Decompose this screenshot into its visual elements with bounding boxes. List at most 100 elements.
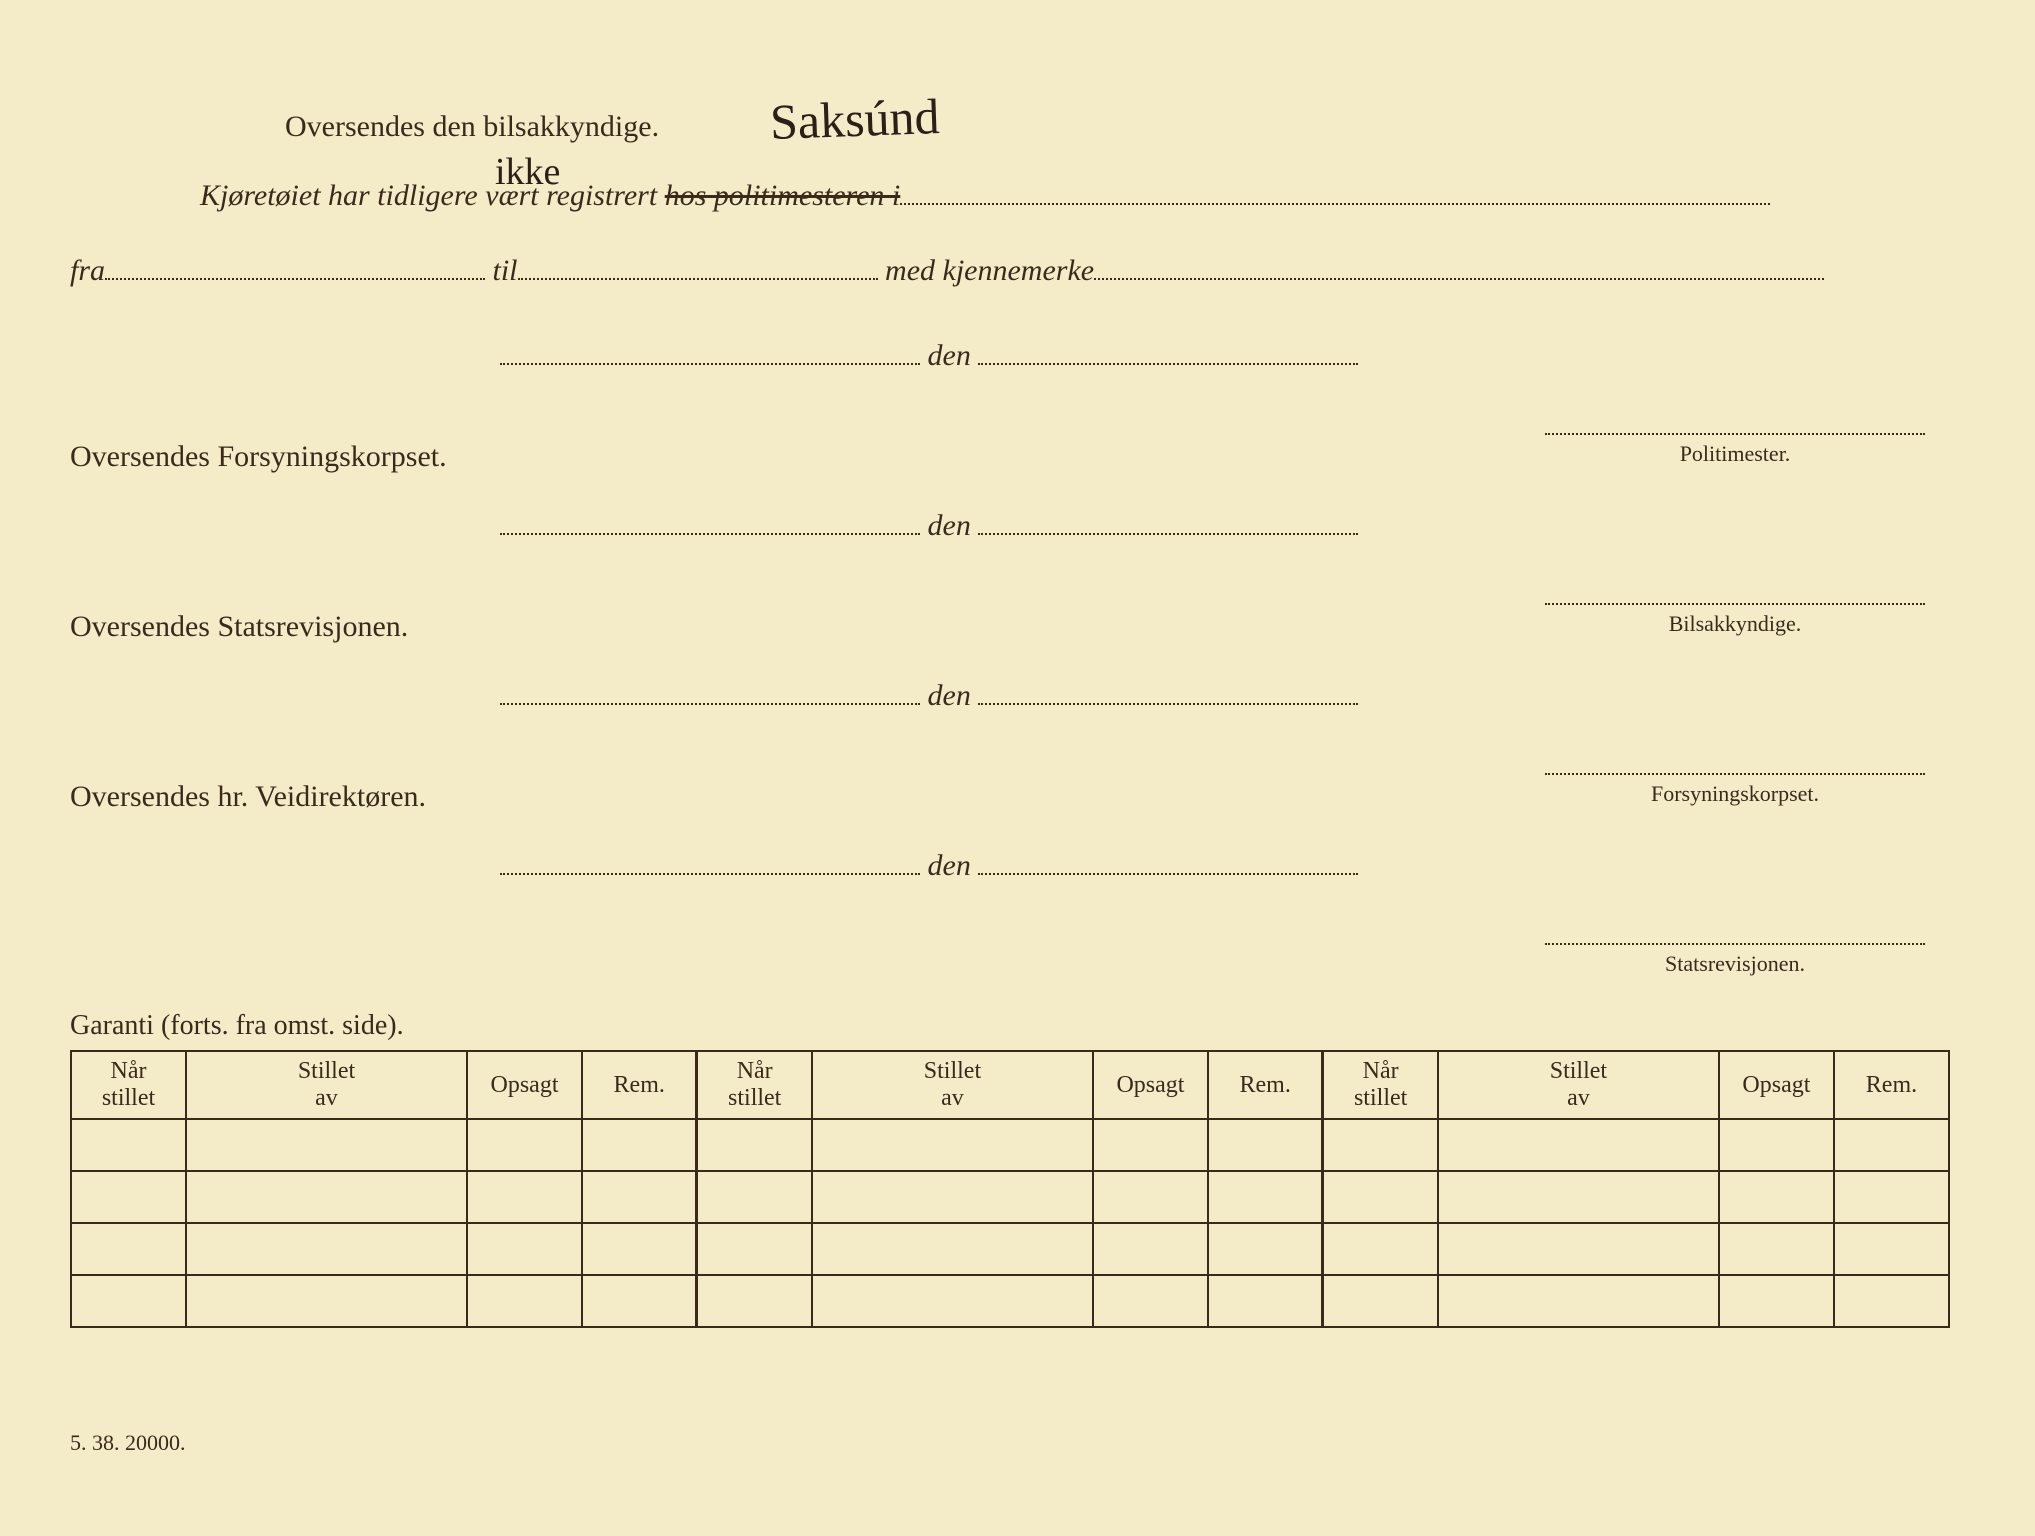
dotted-place-2	[500, 505, 920, 535]
row-den-1: den	[70, 335, 1965, 373]
table-cell	[186, 1275, 467, 1327]
dotted-place-1	[500, 335, 920, 365]
table-cell	[697, 1275, 812, 1327]
table-cell	[582, 1275, 697, 1327]
signature-statsrevisjonen: Statsrevisjonen.	[1545, 925, 1925, 977]
table-cell	[1438, 1275, 1719, 1327]
table-cell	[697, 1223, 812, 1275]
table-row	[71, 1223, 1949, 1275]
table-row	[71, 1119, 1949, 1171]
table-header-cell: Stilletav	[812, 1051, 1093, 1119]
row-den-3: den	[70, 675, 1965, 713]
line2-pre: Kjøretøiet har tidligere vært registrert	[200, 179, 665, 212]
table-cell	[71, 1119, 186, 1171]
table-cell	[1834, 1171, 1949, 1223]
sig-label-forsyningskorpset: Forsyningskorpset.	[1545, 781, 1925, 807]
dotted-kjennemerke	[1094, 250, 1824, 280]
table-cell	[1093, 1223, 1208, 1275]
table-head: NårstilletStilletavOpsagtRem.NårstilletS…	[71, 1051, 1949, 1119]
table-header-cell: Opsagt	[1093, 1051, 1208, 1119]
table-cell	[1834, 1119, 1949, 1171]
table-cell	[467, 1275, 582, 1327]
sig-line-4	[1545, 925, 1925, 945]
sig-label-politimester: Politimester.	[1545, 441, 1925, 467]
label-den-4: den	[928, 849, 971, 882]
table-cell	[1208, 1119, 1323, 1171]
table-cell	[71, 1275, 186, 1327]
sig-label-bilsakkyndige: Bilsakkyndige.	[1545, 611, 1925, 637]
table-header-cell: Opsagt	[1719, 1051, 1834, 1119]
line2-strike: hos politimesteren i	[665, 179, 901, 212]
table-cell	[1438, 1223, 1719, 1275]
label-veidirektoren: Oversendes hr. Veidirektøren.	[70, 780, 426, 813]
table-cell	[1323, 1119, 1438, 1171]
table-cell	[1323, 1223, 1438, 1275]
label-garanti: Garanti (forts. fra omst. side).	[70, 1010, 404, 1042]
table-row	[71, 1171, 1949, 1223]
table-cell	[1438, 1119, 1719, 1171]
sig-label-statsrevisjonen: Statsrevisjonen.	[1545, 951, 1925, 977]
table-cell	[582, 1223, 697, 1275]
table-header-cell: Nårstillet	[1323, 1051, 1438, 1119]
dotted-place-3	[500, 675, 920, 705]
table-cell	[467, 1223, 582, 1275]
sig-line-3	[1545, 755, 1925, 775]
table-cell	[1719, 1223, 1834, 1275]
table-header-cell: Stilletav	[186, 1051, 467, 1119]
dotted-place-4	[500, 845, 920, 875]
table-cell	[697, 1119, 812, 1171]
document-page: Oversendes den bilsakkyndige. Saksúnd ik…	[0, 0, 2035, 1536]
table-cell	[71, 1223, 186, 1275]
table-header-cell: Nårstillet	[71, 1051, 186, 1119]
signature-politimester: Politimester.	[1545, 415, 1925, 467]
table-cell	[1093, 1171, 1208, 1223]
table-cell	[1719, 1171, 1834, 1223]
sig-line-1	[1545, 415, 1925, 435]
table-header-cell: Rem.	[582, 1051, 697, 1119]
table-cell	[1093, 1119, 1208, 1171]
table-cell	[812, 1275, 1093, 1327]
footer-print-code: 5. 38. 20000.	[70, 1430, 186, 1456]
label-forsyningskorpset: Oversendes Forsyningskorpset.	[70, 440, 447, 473]
dotted-til	[518, 250, 878, 280]
table-cell	[186, 1119, 467, 1171]
table-cell	[812, 1223, 1093, 1275]
table-cell	[1208, 1171, 1323, 1223]
dotted-date-1	[978, 335, 1358, 365]
table-header-cell: Nårstillet	[697, 1051, 812, 1119]
table-cell	[1834, 1275, 1949, 1327]
content-area: Oversendes den bilsakkyndige. Saksúnd ik…	[70, 80, 1965, 1486]
table-header-cell: Rem.	[1834, 1051, 1949, 1119]
dotted-fill-1	[900, 175, 1770, 205]
table-cell	[812, 1119, 1093, 1171]
table-cell	[186, 1171, 467, 1223]
garanti-table: NårstilletStilletavOpsagtRem.NårstilletS…	[70, 1050, 1950, 1328]
label-med-kjennemerke: med kjennemerke	[885, 254, 1094, 287]
table-header-cell: Rem.	[1208, 1051, 1323, 1119]
dotted-date-2	[978, 505, 1358, 535]
table-cell	[1093, 1275, 1208, 1327]
table-header-cell: Opsagt	[467, 1051, 582, 1119]
table-body	[71, 1119, 1949, 1327]
signature-bilsakkyndige: Bilsakkyndige.	[1545, 585, 1925, 637]
line-oversendes-bilsakkyndige: Oversendes den bilsakkyndige.	[285, 110, 659, 144]
table-cell	[1323, 1275, 1438, 1327]
table-cell	[1208, 1223, 1323, 1275]
line-kjoretoiet: Kjøretøiet har tidligere vært registrert…	[200, 175, 1770, 213]
table-cell	[582, 1171, 697, 1223]
table-cell	[467, 1119, 582, 1171]
table-cell	[582, 1119, 697, 1171]
table-row	[71, 1275, 1949, 1327]
table-header-row: NårstilletStilletavOpsagtRem.NårstilletS…	[71, 1051, 1949, 1119]
label-den-3: den	[928, 679, 971, 712]
table-cell	[71, 1171, 186, 1223]
table-cell	[697, 1171, 812, 1223]
label-den-1: den	[928, 339, 971, 372]
label-fra: fra	[70, 254, 105, 287]
table-cell	[467, 1171, 582, 1223]
row-fra-til-kjennemerke: fra til med kjennemerke	[70, 250, 1965, 288]
table-cell	[1719, 1275, 1834, 1327]
table-cell	[812, 1171, 1093, 1223]
dotted-date-4	[978, 845, 1358, 875]
label-til: til	[493, 254, 518, 287]
